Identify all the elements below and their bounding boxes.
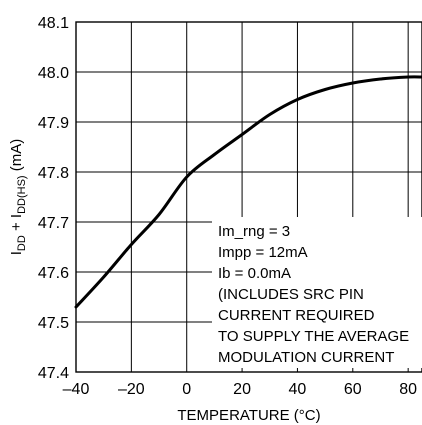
y-tick-label: 47.8 (38, 165, 69, 182)
y-axis-ticks: 47.4 47.5 47.6 47.7 47.8 47.9 48.0 48.1 (38, 15, 69, 382)
annotation-line-3: Ib = 0.0mA (218, 265, 291, 282)
series-layer (74, 75, 422, 309)
y-tick-label: 47.5 (38, 315, 69, 332)
annotation-block: Im_rng = 3 Impp = 12mA Ib = 0.0mA (INCLU… (212, 217, 422, 368)
x-tick-label: –20 (118, 381, 145, 398)
y-tick-label: 47.7 (38, 215, 69, 232)
y-tick-label: 47.6 (38, 265, 69, 282)
y-axis-label: IDD + IDD(HS) (mA) (8, 139, 28, 256)
y-axis-label-main3: (mA) (8, 139, 25, 176)
x-tick-label: 80 (399, 381, 417, 398)
y-axis-label-sub2: DD(HS) (16, 175, 28, 214)
x-tick-label: 60 (344, 381, 362, 398)
x-tick-label: 0 (182, 381, 191, 398)
x-tick-label: 40 (289, 381, 307, 398)
y-axis-label-sub1: DD (16, 235, 28, 251)
x-tick-label: –40 (63, 381, 90, 398)
y-axis-label-main2: + I (8, 214, 25, 235)
y-tick-label: 48.0 (38, 65, 69, 82)
annotation-line-7: MODULATION CURRENT (218, 349, 394, 366)
x-axis-ticks: –40 –20 0 20 40 60 80 (63, 381, 418, 398)
series-line (74, 75, 422, 309)
annotation-background (212, 217, 422, 368)
y-tick-label: 47.9 (38, 115, 69, 132)
y-tick-label: 47.4 (38, 365, 69, 382)
x-axis-label: TEMPERATURE (°C) (177, 407, 320, 424)
x-tick-label: 20 (233, 381, 251, 398)
annotation-line-2: Impp = 12mA (218, 244, 308, 261)
annotation-line-5: CURRENT REQUIRED (218, 307, 375, 324)
annotation-line-4: (INCLUDES SRC PIN (218, 286, 364, 303)
plot-frame (75, 21, 422, 373)
y-axis-label-main1: I (8, 251, 25, 255)
y-tick-label: 48.1 (38, 15, 69, 32)
annotation-line-6: TO SUPPLY THE AVERAGE (218, 328, 409, 345)
annotation-line-1: Im_rng = 3 (218, 223, 290, 240)
